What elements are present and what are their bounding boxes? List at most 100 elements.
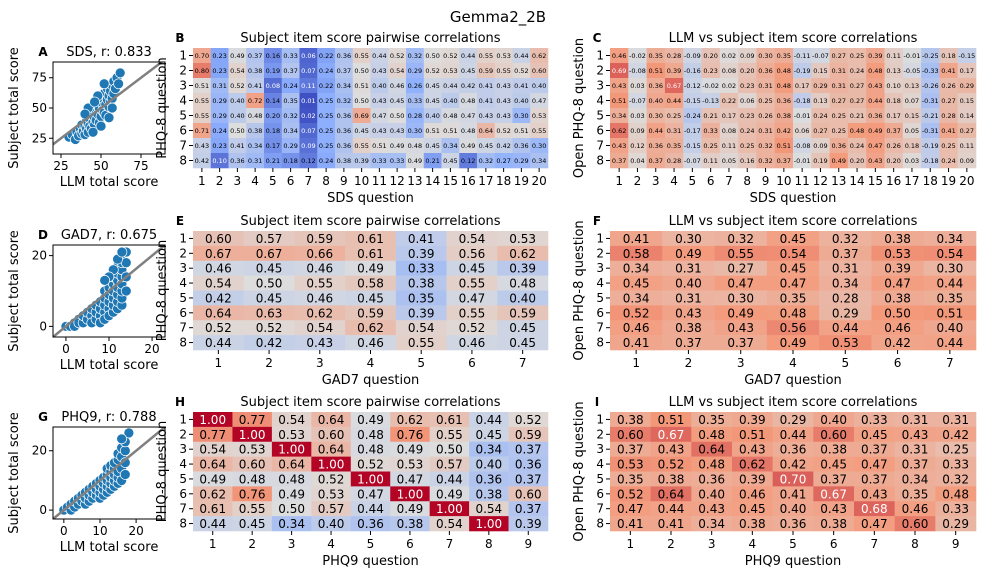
heatmap-cell [311,501,352,517]
heatmap-cell [299,48,318,64]
cell-value: 0.37 [727,336,754,350]
heatmap-cell [294,290,346,306]
scatter-point [99,275,111,286]
cell-value: 0.35 [902,487,929,501]
heatmap-cell [406,93,425,109]
x-axis-label: LLM total score [60,540,159,555]
x-axis-label: LLM total score [60,358,159,373]
heatmap-cell [281,138,300,154]
y-tick-label: 2 [179,427,187,441]
x-tick-label: 5 [789,537,797,551]
heatmap-cell [441,138,460,154]
y-tick-label: 4 [596,276,604,290]
cell-value: 0.43 [390,127,404,135]
cell-value: 0.42 [496,142,510,150]
y-tick-label: 4 [179,457,187,471]
heatmap-cell [264,138,283,154]
cell-value: 0.40 [698,487,725,501]
cell-value: 0.18 [266,127,280,135]
heatmap-cell [866,48,885,64]
cell-value: 0.31 [675,262,702,276]
cell-value: 0.36 [868,112,882,120]
x-tick-label: 2 [265,356,273,370]
heatmap-cell [311,471,352,487]
x-tick-label: 12 [389,174,404,188]
cell-value: 0.37 [861,472,888,486]
cell-value: -0.05 [904,67,921,75]
heatmap-cell [193,153,212,169]
heatmap-cell [446,245,498,262]
heatmap-cell [345,335,397,351]
scatter-point [98,78,110,90]
cell-value: 0.22 [319,82,333,90]
heatmap-cell [701,78,721,94]
cell-value: -0.01 [904,52,921,60]
heatmap-cell [246,108,265,124]
heatmap-cell [854,501,895,517]
y-tick-label: 8 [596,154,604,168]
cell-value: 0.71 [195,127,209,135]
cell-value: 0.31 [902,413,929,427]
heatmap-cell [512,138,531,154]
cell-value: 0.07 [905,97,919,105]
heatmap-cell [193,412,233,428]
heatmap-cell [884,123,904,139]
cell-value: 0.38 [658,472,685,486]
heatmap-cell [714,320,768,336]
cell-value: 0.26 [941,82,955,90]
heatmap-cell [508,456,549,472]
x-tick-label: 4 [789,356,797,370]
cell-value: 0.35 [698,413,725,427]
heatmap-cell [210,48,229,64]
cell-value: 1.00 [318,458,345,472]
cell-value: 0.20 [703,52,717,60]
cell-value: 0.29 [408,67,422,75]
cell-value: -0.18 [922,157,939,165]
heatmap-cell [957,48,977,64]
y-tick-label: 5 [179,291,187,305]
cell-value: 0.44 [780,428,807,442]
heatmap-cell [512,108,531,124]
cell-value: 0.48 [461,97,475,105]
heatmap-cell [854,516,895,532]
cell-value: 0.72 [248,97,262,105]
cell-value: 0.28 [667,157,681,165]
heatmap-cell [193,78,212,94]
cell-value: 0.25 [319,127,333,135]
heatmap-cell [921,48,940,64]
heatmap-cell [628,108,647,124]
cell-value: 0.53 [397,458,424,472]
cell-value: 0.47 [727,277,754,291]
heatmap-cell [388,63,407,79]
heatmap-cell [281,78,300,94]
panel-title: LLM vs subject item score correlations [669,395,918,410]
heatmap-cell [497,305,549,321]
heatmap-cell [335,138,354,154]
heatmap-cell [662,290,715,306]
cell-value: 0.59 [357,306,384,320]
cell-value: -0.01 [794,157,811,165]
heatmap-cell [813,516,855,532]
heatmap-cell [335,108,354,124]
cell-value: 0.27 [832,97,846,105]
y-tick-label: 8 [179,154,187,168]
cell-value: 0.50 [390,112,404,120]
heatmap-cell [719,93,739,109]
heatmap-cell [469,516,509,532]
heatmap-cell [921,153,940,169]
y-tick-label: 7 [596,139,604,153]
cell-value: 0.29 [212,97,226,105]
scatter-point [123,427,135,439]
x-tick-label: 5 [269,174,277,188]
panel-letter: A [38,45,48,59]
cell-value: 0.49 [397,443,424,457]
cell-value: 0.47 [780,277,807,291]
cell-value: 0.66 [306,247,333,261]
identity-line [53,62,163,146]
y-tick-label: 6 [596,124,604,138]
cell-value: 0.48 [509,277,536,291]
heatmap-cell [732,426,773,443]
heatmap-cell [228,63,247,79]
cell-value: 0.44 [461,52,475,60]
cell-value: 0.38 [675,321,702,335]
